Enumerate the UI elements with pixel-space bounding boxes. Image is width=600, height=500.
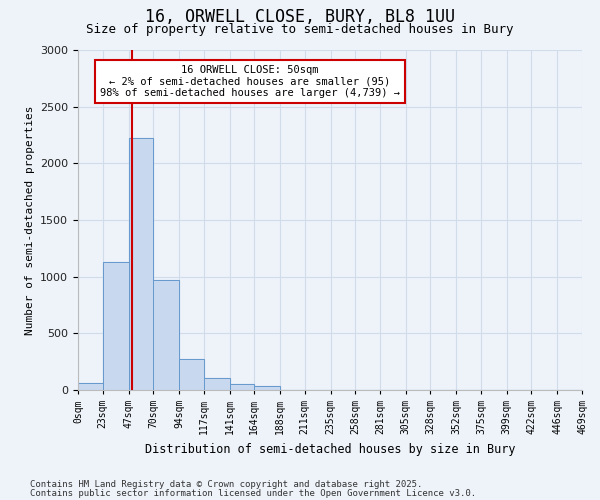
Text: Size of property relative to semi-detached houses in Bury: Size of property relative to semi-detach…	[86, 22, 514, 36]
X-axis label: Distribution of semi-detached houses by size in Bury: Distribution of semi-detached houses by …	[145, 442, 515, 456]
Text: Contains public sector information licensed under the Open Government Licence v3: Contains public sector information licen…	[30, 488, 476, 498]
Text: 16, ORWELL CLOSE, BURY, BL8 1UU: 16, ORWELL CLOSE, BURY, BL8 1UU	[145, 8, 455, 26]
Text: 16 ORWELL CLOSE: 50sqm
← 2% of semi-detached houses are smaller (95)
98% of semi: 16 ORWELL CLOSE: 50sqm ← 2% of semi-deta…	[100, 64, 400, 98]
Text: Contains HM Land Registry data © Crown copyright and database right 2025.: Contains HM Land Registry data © Crown c…	[30, 480, 422, 489]
Y-axis label: Number of semi-detached properties: Number of semi-detached properties	[25, 106, 35, 335]
